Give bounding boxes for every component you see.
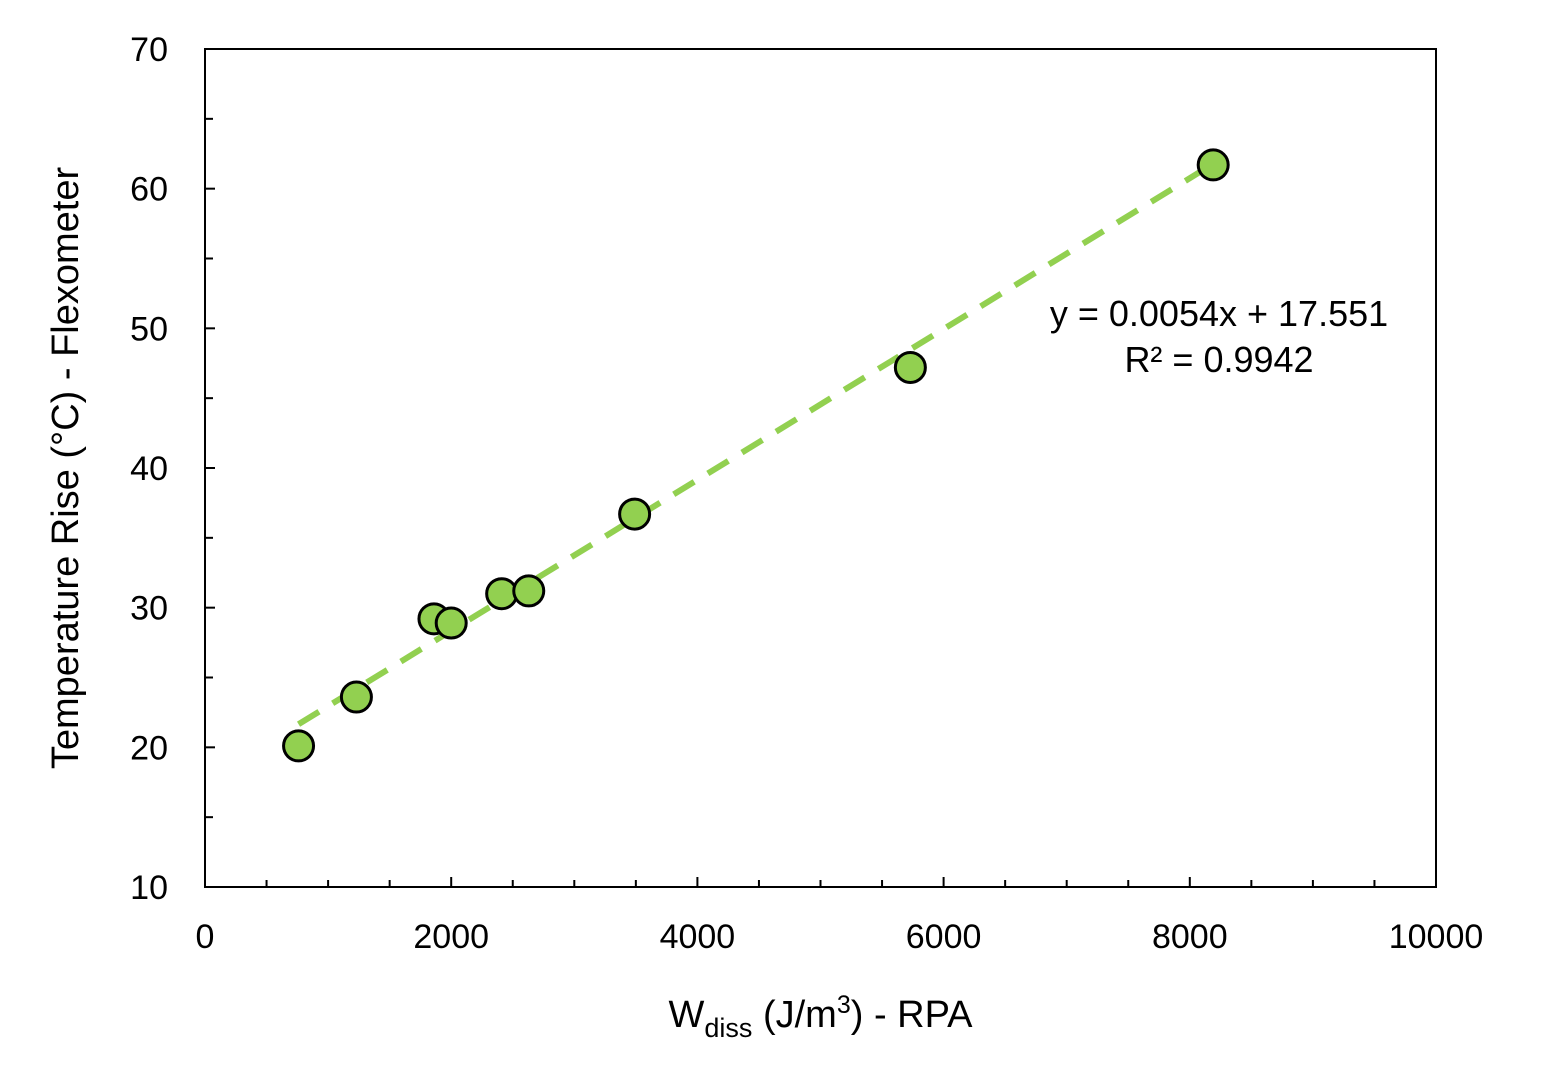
trendline-layer xyxy=(296,161,1215,727)
data-point xyxy=(434,606,468,640)
data-point xyxy=(339,680,373,714)
data-point xyxy=(893,350,927,384)
x-axis-title-end: ) - RPA xyxy=(851,994,973,1036)
data-point xyxy=(1196,148,1230,182)
data-point xyxy=(618,497,652,531)
data-point xyxy=(282,729,316,763)
trendline-r-squared-label: R² = 0.9942 xyxy=(1124,339,1313,380)
x-tick-label: 8000 xyxy=(1152,918,1228,956)
data-point xyxy=(485,577,519,611)
x-tick-label: 2000 xyxy=(413,918,489,956)
x-axis-title-main: W xyxy=(669,994,705,1036)
y-tick-label: 30 xyxy=(130,590,168,628)
y-tick-label: 20 xyxy=(130,729,168,767)
x-tick-label: 4000 xyxy=(660,918,736,956)
data-points xyxy=(282,148,1230,763)
x-axis-title-superscript: 3 xyxy=(837,991,851,1019)
trendline xyxy=(296,161,1215,727)
y-tick-label: 60 xyxy=(130,171,168,209)
x-tick-label: 0 xyxy=(196,918,215,956)
y-axis-title: Temperature Rise (°C) - Flexometer xyxy=(45,167,87,770)
y-tick-label: 10 xyxy=(130,869,168,907)
x-tick-label: 10000 xyxy=(1389,918,1484,956)
x-axis-tick-labels: 0 2000 4000 6000 8000 10000 xyxy=(196,918,1484,956)
axis-ticks xyxy=(205,117,1376,887)
y-axis-tick-labels: 10 20 30 40 50 60 70 xyxy=(130,31,168,907)
x-axis-title-subscript: diss xyxy=(704,1013,752,1043)
x-axis-title-middle: (J/m xyxy=(752,994,836,1036)
trendline-equation-label: y = 0.0054x + 17.551 xyxy=(1050,293,1388,334)
x-tick-label: 6000 xyxy=(906,918,982,956)
x-axis-title: Wdiss (J/m3) - RPA xyxy=(669,991,974,1043)
y-tick-label: 70 xyxy=(130,31,168,69)
plot-area-frame xyxy=(204,48,1437,888)
data-point xyxy=(512,574,546,608)
y-tick-label: 50 xyxy=(130,310,168,348)
y-tick-label: 40 xyxy=(130,450,168,488)
